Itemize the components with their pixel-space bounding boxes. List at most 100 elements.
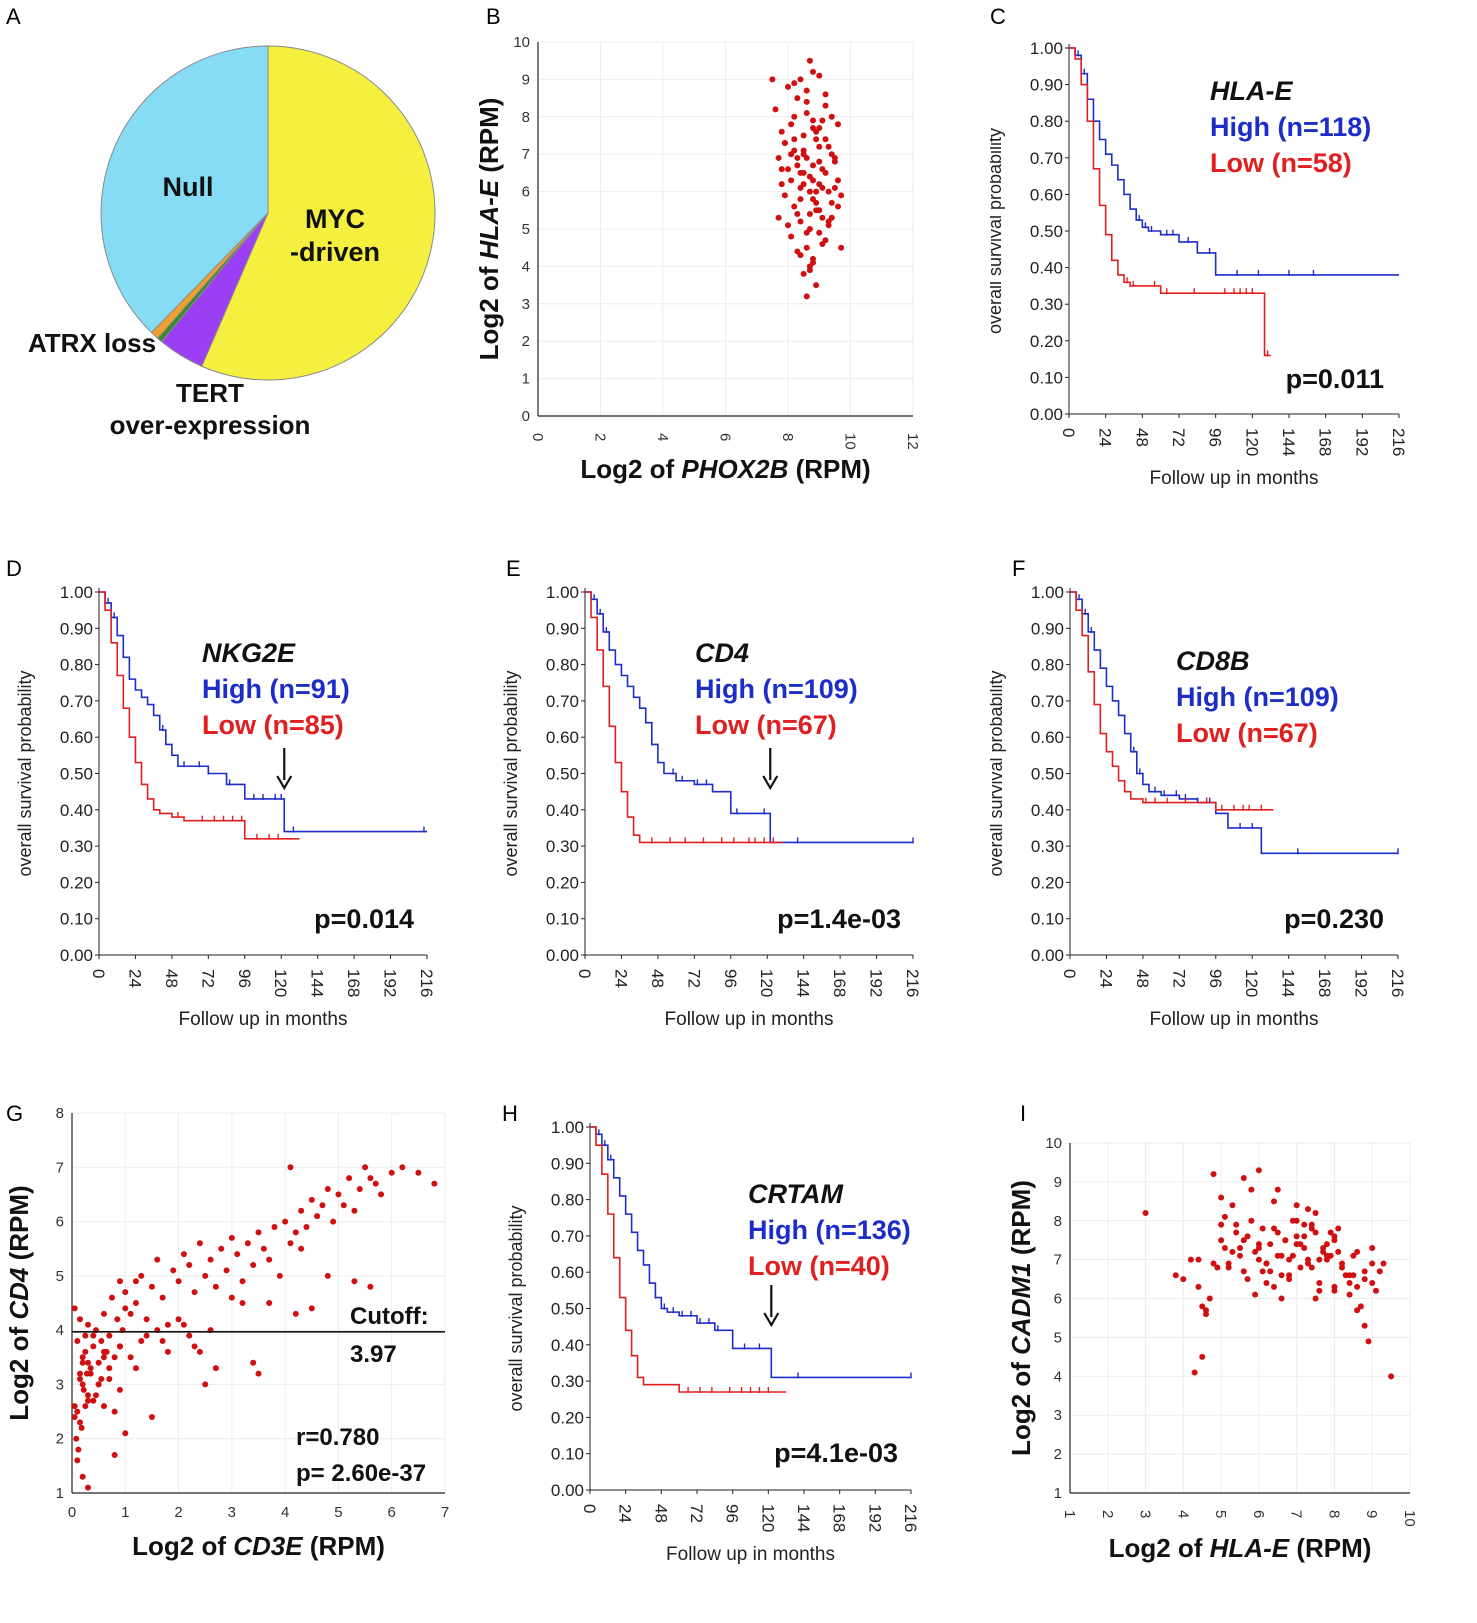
pie-label-line: -driven bbox=[290, 237, 380, 267]
p-value: p=0.230 bbox=[1284, 904, 1384, 934]
pie-label-line: MYC bbox=[305, 204, 365, 234]
x-tick-label: 192 bbox=[1352, 969, 1371, 997]
data-point bbox=[797, 76, 804, 83]
data-point bbox=[1206, 1295, 1213, 1302]
data-point bbox=[1388, 1373, 1395, 1380]
y-tick-label: 10 bbox=[1045, 1135, 1062, 1152]
data-point bbox=[1308, 1225, 1315, 1232]
data-point bbox=[116, 1343, 123, 1350]
data-point bbox=[1354, 1283, 1361, 1290]
data-point bbox=[835, 203, 841, 210]
data-point bbox=[819, 214, 826, 221]
x-tick-label: 2 bbox=[1099, 1510, 1116, 1518]
y-tick-label: 0.20 bbox=[546, 873, 579, 892]
data-point bbox=[1271, 1283, 1277, 1290]
data-point bbox=[1274, 1229, 1281, 1236]
y-axis-label-part: (RPM) bbox=[4, 1185, 34, 1267]
data-point bbox=[324, 1186, 331, 1192]
data-point bbox=[803, 154, 810, 161]
x-tick-label: 0 bbox=[575, 969, 594, 978]
data-point bbox=[71, 1403, 78, 1410]
data-point bbox=[100, 1403, 107, 1410]
data-point bbox=[250, 1359, 257, 1366]
data-point bbox=[781, 139, 788, 146]
data-point bbox=[1293, 1202, 1300, 1209]
data-point bbox=[218, 1245, 225, 1252]
data-point bbox=[1293, 1233, 1300, 1240]
data-point bbox=[825, 222, 832, 229]
data-point bbox=[775, 154, 782, 161]
data-point bbox=[154, 1256, 161, 1263]
data-point bbox=[82, 1403, 89, 1410]
data-point bbox=[148, 1414, 155, 1420]
x-tick-label: 96 bbox=[721, 969, 740, 988]
y-tick-label: 1.00 bbox=[60, 583, 93, 602]
data-point bbox=[1327, 1229, 1334, 1236]
data-point bbox=[1350, 1272, 1357, 1279]
data-point bbox=[1312, 1229, 1319, 1236]
data-point bbox=[803, 98, 810, 105]
data-point bbox=[367, 1283, 374, 1290]
data-point bbox=[84, 1484, 91, 1491]
data-point bbox=[1365, 1338, 1372, 1345]
y-tick-label: 0.60 bbox=[546, 728, 579, 747]
x-tick-label: 72 bbox=[687, 1504, 706, 1523]
data-point bbox=[82, 1348, 89, 1355]
data-point bbox=[159, 1294, 166, 1301]
data-point bbox=[148, 1283, 155, 1290]
x-tick-label: 4 bbox=[1174, 1510, 1191, 1518]
y-tick-label: 0.80 bbox=[551, 1191, 584, 1210]
data-point bbox=[106, 1376, 113, 1382]
data-point bbox=[308, 1196, 315, 1203]
p-value: p=1.4e-03 bbox=[777, 904, 901, 934]
x-tick-label: 192 bbox=[865, 1504, 884, 1532]
x-axis-label: Log2 of PHOX2B (RPM) bbox=[580, 454, 870, 484]
data-point bbox=[319, 1202, 326, 1209]
y-tick-label: 8 bbox=[522, 109, 530, 126]
data-point bbox=[825, 188, 832, 195]
data-point bbox=[399, 1164, 406, 1171]
data-point bbox=[292, 1229, 299, 1236]
x-tick-label: 120 bbox=[1242, 969, 1261, 997]
data-point bbox=[111, 1452, 118, 1458]
data-point bbox=[92, 1392, 99, 1399]
x-tick-label: 48 bbox=[162, 969, 181, 988]
data-point bbox=[1199, 1303, 1206, 1310]
data-point bbox=[1221, 1245, 1228, 1251]
data-point bbox=[781, 192, 788, 199]
y-tick-label: 0.30 bbox=[551, 1372, 584, 1391]
data-point bbox=[196, 1348, 203, 1355]
data-point bbox=[1237, 1252, 1243, 1259]
y-tick-label: 0.60 bbox=[1031, 728, 1064, 747]
y-axis-label: Log2 of CADM1 (RPM) bbox=[1006, 1180, 1036, 1456]
data-point bbox=[1263, 1260, 1270, 1267]
gene-label: CRTAM bbox=[748, 1179, 843, 1209]
data-point bbox=[303, 1224, 310, 1230]
x-tick-label: 192 bbox=[1352, 428, 1371, 456]
x-axis-label: Follow up in months bbox=[1150, 468, 1319, 489]
x-tick-label: 5 bbox=[334, 1504, 342, 1521]
y-tick-label: 0.40 bbox=[60, 801, 93, 820]
y-tick-label: 0.00 bbox=[1030, 405, 1063, 424]
x-tick-label: 4 bbox=[654, 433, 671, 441]
y-axis-label: overall survival probability bbox=[506, 1205, 526, 1411]
pie-label-line: Null bbox=[163, 172, 214, 202]
data-point bbox=[111, 1408, 118, 1415]
y-tick-label: 0.90 bbox=[60, 619, 93, 638]
data-point bbox=[806, 226, 813, 232]
data-point bbox=[1252, 1291, 1259, 1298]
data-point bbox=[76, 1419, 83, 1426]
data-point bbox=[785, 83, 791, 90]
data-point bbox=[828, 214, 835, 221]
survival-curve-high bbox=[585, 591, 913, 844]
data-point bbox=[84, 1359, 91, 1366]
x-tick-label: 96 bbox=[235, 969, 254, 988]
x-axis-label-part: (RPM) bbox=[303, 1531, 385, 1561]
y-tick-label: 1 bbox=[56, 1485, 64, 1502]
x-tick-label: 6 bbox=[1250, 1510, 1267, 1518]
y-tick-label: 0.60 bbox=[60, 728, 93, 747]
x-tick-label: 120 bbox=[1242, 428, 1261, 456]
data-point bbox=[76, 1316, 83, 1323]
pie-slice-label: TERT over-expression bbox=[110, 378, 311, 440]
data-point bbox=[228, 1234, 235, 1241]
